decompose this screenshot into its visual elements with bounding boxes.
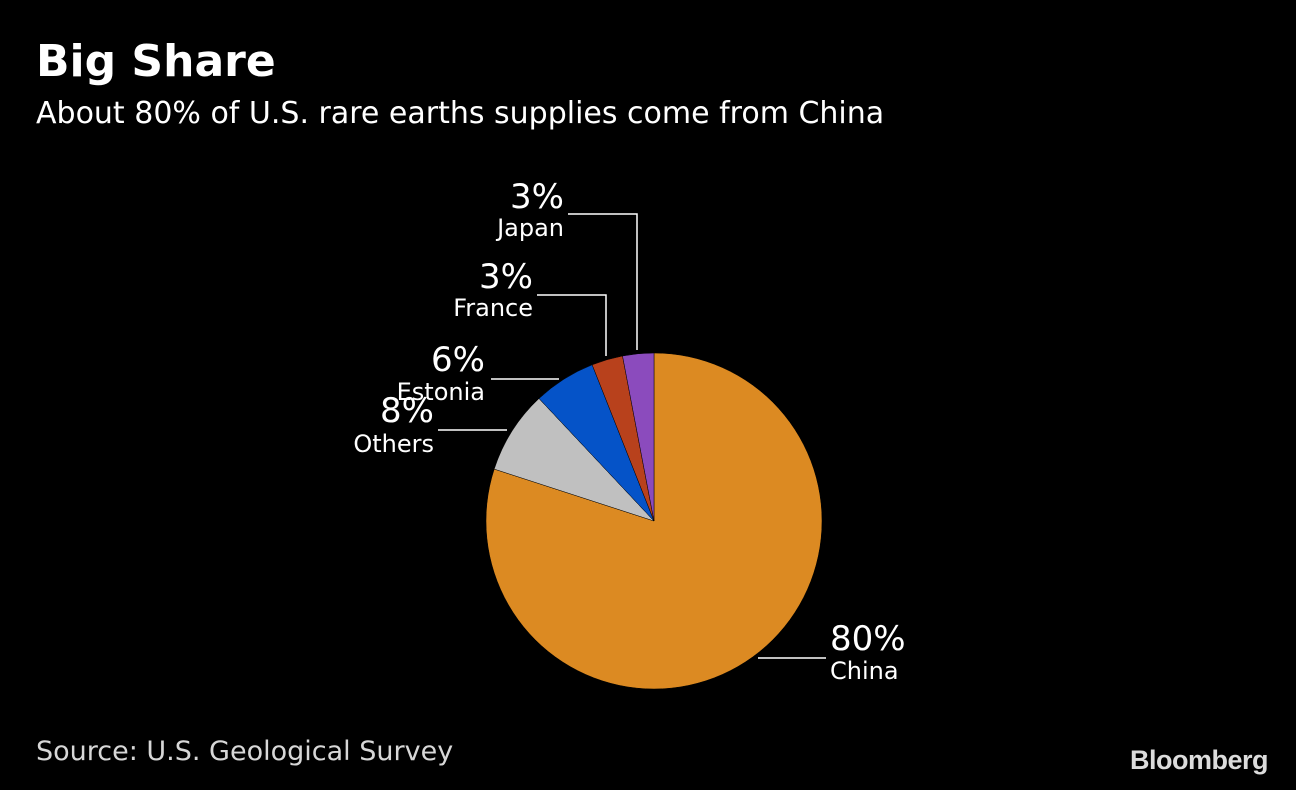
slice-label-china: China xyxy=(830,657,899,685)
leader-lines xyxy=(438,213,826,659)
pie-slices xyxy=(485,352,823,690)
source-note: Source: U.S. Geological Survey xyxy=(36,736,454,767)
slice-value-others: 8% xyxy=(380,391,434,431)
pie-slice-china xyxy=(485,352,823,690)
chart-subtitle: About 80% of U.S. rare earths supplies c… xyxy=(36,96,885,131)
chart-title: Big Share xyxy=(36,36,276,87)
slice-label-france: France xyxy=(453,294,533,322)
slice-value-estonia: 6% xyxy=(431,340,485,380)
leader-line-france xyxy=(537,294,607,356)
slice-label-estonia: Estonia xyxy=(397,378,485,406)
slice-label-others: Others xyxy=(353,430,434,458)
slice-value-china: 80% xyxy=(830,619,906,659)
bloomberg-logo: Bloomberg xyxy=(1129,745,1269,775)
leader-line-japan xyxy=(568,213,638,350)
slice-label-japan: Japan xyxy=(495,214,564,242)
slice-value-japan: 3% xyxy=(510,177,564,217)
pie-slice-japan xyxy=(622,352,655,522)
slice-value-france: 3% xyxy=(479,257,533,297)
